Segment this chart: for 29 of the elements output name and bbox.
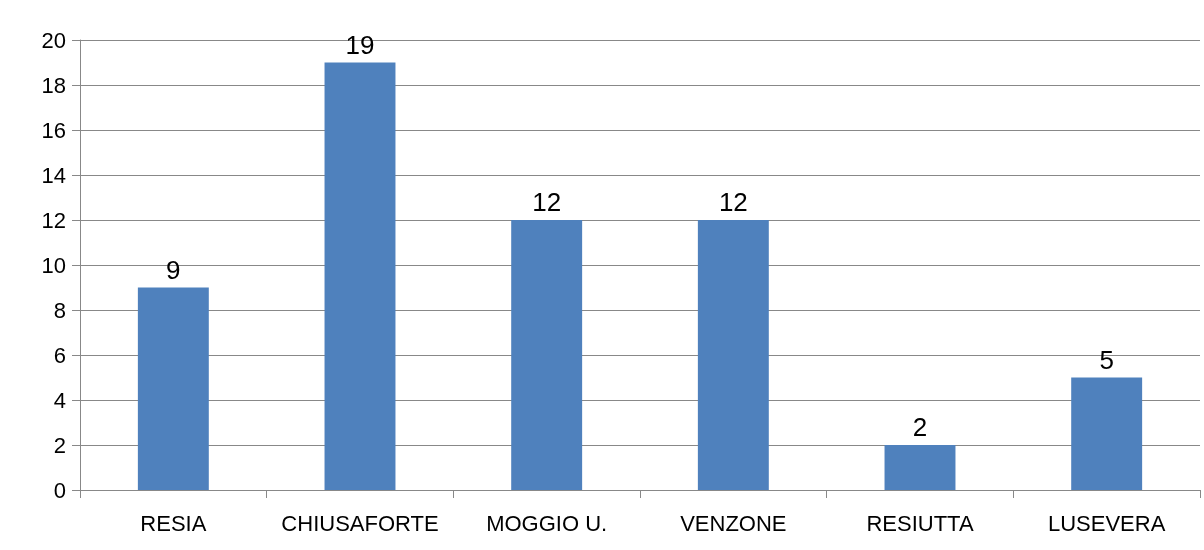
y-tick-label: 18 bbox=[41, 72, 66, 98]
data-label: 12 bbox=[718, 187, 748, 217]
bar bbox=[697, 220, 769, 490]
bar bbox=[137, 287, 209, 490]
y-tick-label: 10 bbox=[41, 252, 66, 278]
y-tick-label: 2 bbox=[53, 432, 66, 458]
data-label: 5 bbox=[1099, 344, 1114, 375]
x-tick-label: LUSEVERA bbox=[1047, 510, 1166, 536]
x-tick-label: RESIA bbox=[140, 510, 207, 536]
y-tick-label: 16 bbox=[41, 117, 66, 143]
y-tick-label: 20 bbox=[41, 27, 66, 53]
y-tick-label: 0 bbox=[53, 477, 66, 503]
bar bbox=[511, 220, 583, 490]
bar bbox=[324, 62, 396, 490]
x-tick-label: RESIUTTA bbox=[866, 510, 974, 536]
y-tick-label: 6 bbox=[53, 342, 66, 368]
x-tick-label: MOGGIO U. bbox=[486, 510, 608, 536]
data-label: 12 bbox=[532, 187, 562, 217]
data-label: 19 bbox=[345, 29, 375, 60]
data-label: 2 bbox=[912, 412, 928, 442]
x-tick-label: VENZONE bbox=[680, 510, 787, 536]
y-tick-label: 14 bbox=[41, 162, 66, 188]
y-tick-label: 8 bbox=[53, 297, 66, 323]
y-tick-label: 4 bbox=[53, 387, 66, 413]
bar bbox=[1071, 377, 1143, 490]
x-tick-label: CHIUSAFORTE bbox=[281, 510, 439, 536]
data-label: 9 bbox=[166, 254, 181, 285]
bar bbox=[884, 445, 956, 490]
y-tick-label: 12 bbox=[41, 207, 66, 233]
